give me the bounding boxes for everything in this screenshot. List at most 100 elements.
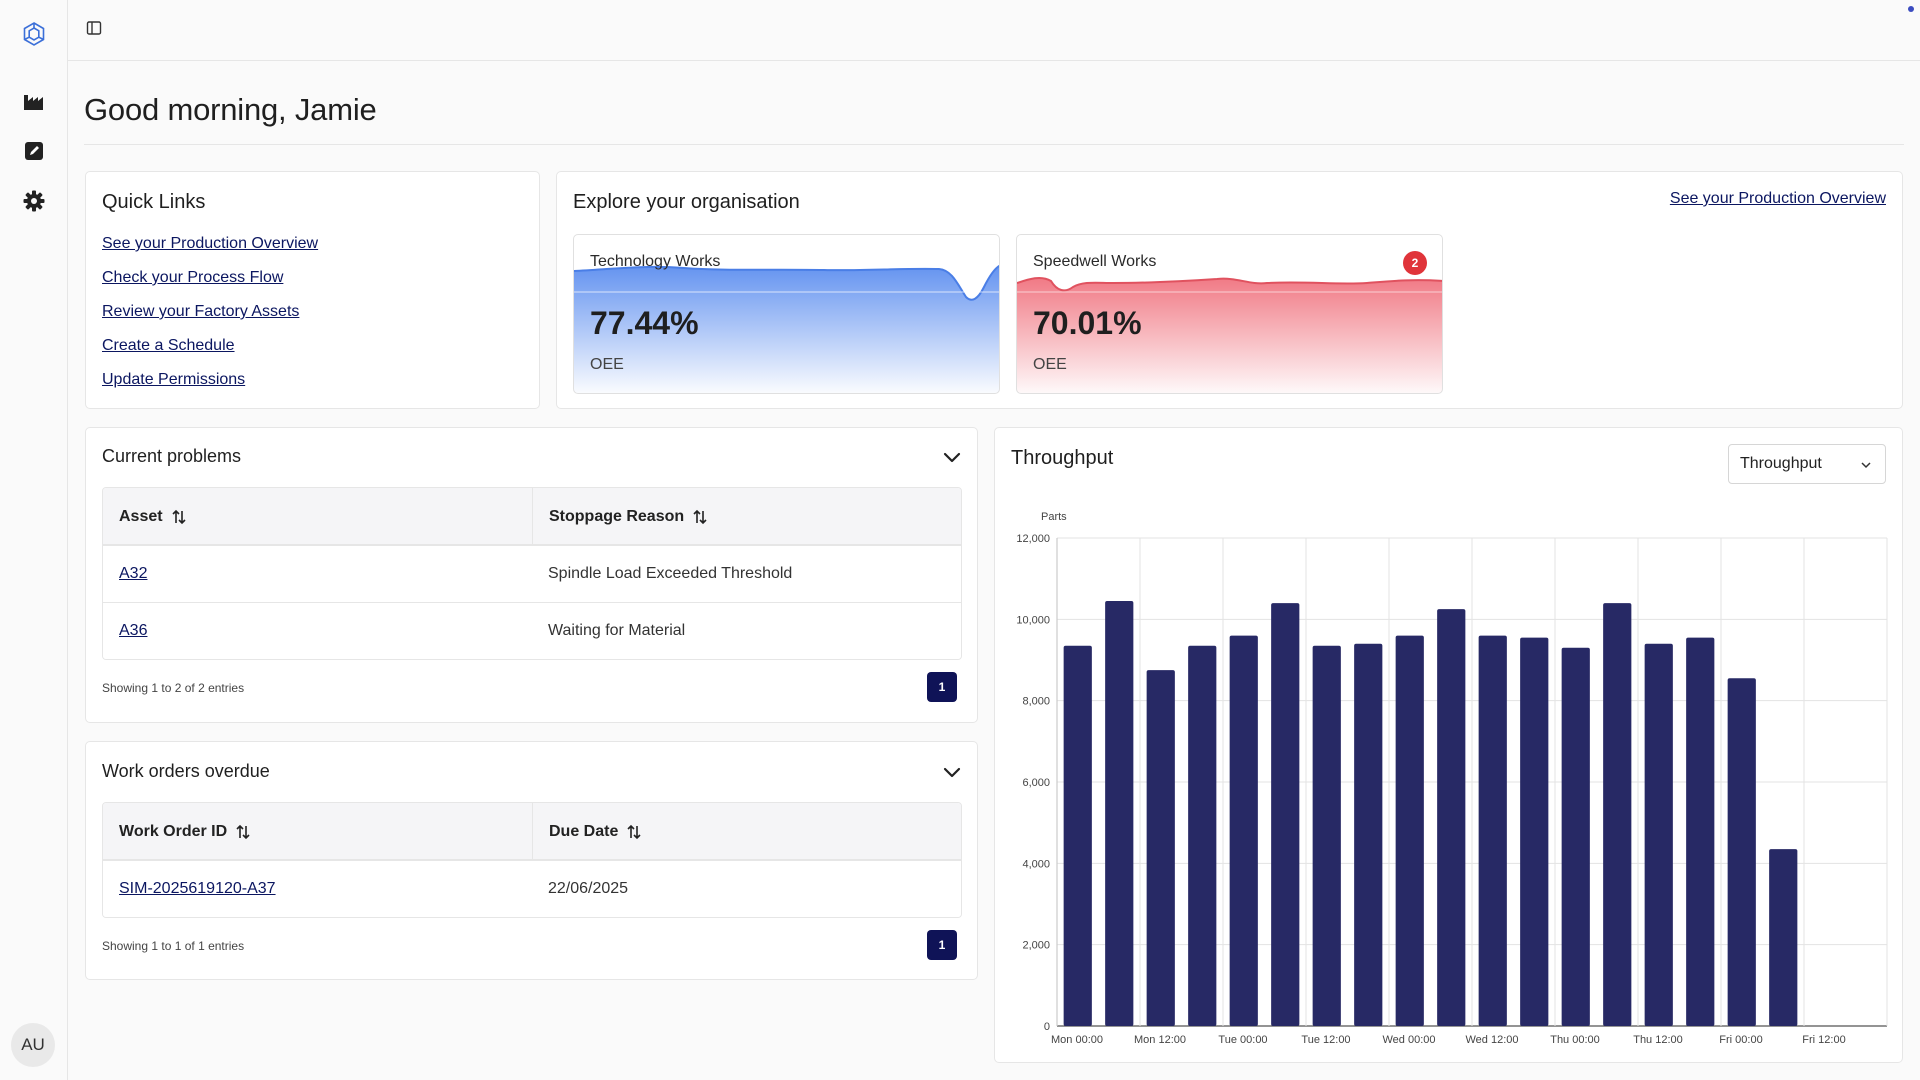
throughput-bar[interactable] <box>1312 645 1341 1026</box>
table-header: Asset Stoppage Reason <box>103 488 961 545</box>
throughput-bar[interactable] <box>1520 637 1549 1026</box>
site-name: Speedwell Works <box>1033 253 1157 270</box>
asset-cell: A36 <box>103 603 532 659</box>
asset-link[interactable]: A36 <box>119 622 148 639</box>
throughput-bar[interactable] <box>1188 645 1217 1026</box>
metric-select[interactable]: Throughput <box>1728 444 1886 484</box>
throughput-bar[interactable] <box>1561 647 1590 1026</box>
collapse-chevron-icon[interactable] <box>941 761 963 783</box>
table-header: Work Order ID Due Date <box>103 803 961 860</box>
work-order-link[interactable]: SIM-2025619120-A37 <box>119 880 276 897</box>
link-create-schedule[interactable]: Create a Schedule <box>102 337 235 354</box>
throughput-bar[interactable] <box>1271 603 1300 1026</box>
problems-table: Asset Stoppage Reason A32 Spindle Load E… <box>102 487 962 660</box>
table-row: A32 Spindle Load Exceeded Threshold <box>103 545 961 602</box>
link-factory-assets[interactable]: Review your Factory Assets <box>102 303 300 320</box>
column-header-asset[interactable]: Asset <box>103 488 532 545</box>
oee-label: OEE <box>590 356 624 373</box>
due-date-cell: 22/06/2025 <box>548 880 629 897</box>
x-tick-label: Tue 12:00 <box>1301 1034 1350 1046</box>
y-tick-label: 12,000 <box>1016 533 1050 545</box>
asset-link[interactable]: A32 <box>119 565 148 582</box>
column-header-stoppage-reason[interactable]: Stoppage Reason <box>532 488 961 545</box>
throughput-bar[interactable] <box>1603 603 1632 1026</box>
site-card-speedwell-works[interactable]: Speedwell Works 2 70.01% OEE <box>1016 234 1443 394</box>
link-process-flow[interactable]: Check your Process Flow <box>102 269 284 286</box>
work-order-id-cell: SIM-2025619120-A37 <box>103 861 532 917</box>
chevron-down-icon <box>1859 458 1873 477</box>
sort-icon[interactable] <box>172 509 186 525</box>
sidebar-toggle-icon[interactable] <box>86 20 106 40</box>
x-tick-label: Fri 00:00 <box>1719 1034 1762 1046</box>
throughput-bar[interactable] <box>1478 635 1507 1026</box>
work-orders-card: Work orders overdue Work Order ID Due Da… <box>85 741 978 980</box>
settings-gear-icon[interactable] <box>20 187 48 215</box>
throughput-bar[interactable] <box>1769 849 1798 1026</box>
sidebar: AU <box>0 0 68 1080</box>
y-tick-label: 10,000 <box>1016 614 1050 626</box>
y-tick-label: 4,000 <box>1022 858 1050 870</box>
alert-count-badge: 2 <box>1403 251 1427 275</box>
throughput-title: Throughput <box>1011 447 1114 469</box>
column-header-work-order-id[interactable]: Work Order ID <box>103 803 532 860</box>
stoppage-reason-cell: Waiting for Material <box>548 622 686 639</box>
y-axis-label: Parts <box>1041 511 1067 523</box>
collapse-chevron-icon[interactable] <box>941 446 963 468</box>
throughput-bar[interactable] <box>1395 635 1424 1026</box>
throughput-bar[interactable] <box>1727 678 1756 1026</box>
x-tick-label: Tue 00:00 <box>1218 1034 1267 1046</box>
column-label: Due Date <box>549 822 619 840</box>
stoppage-reason-cell: Spindle Load Exceeded Threshold <box>548 565 793 582</box>
y-tick-label: 6,000 <box>1022 777 1050 789</box>
explore-title: Explore your organisation <box>573 191 800 213</box>
work-orders-title: Work orders overdue <box>102 761 270 781</box>
sparkline-chart <box>1017 276 1442 393</box>
edit-icon[interactable] <box>20 137 48 165</box>
throughput-bar[interactable] <box>1063 645 1092 1026</box>
site-name: Technology Works <box>590 253 721 270</box>
x-tick-label: Wed 12:00 <box>1465 1034 1518 1046</box>
column-label: Stoppage Reason <box>549 507 685 525</box>
sparkline-chart <box>574 264 999 393</box>
pagination-page-button[interactable]: 1 <box>927 930 957 960</box>
site-card-technology-works[interactable]: Technology Works 77.44% OEE <box>573 234 1000 394</box>
entries-count: Showing 1 to 2 of 2 entries <box>102 681 245 695</box>
sort-icon[interactable] <box>693 509 707 525</box>
brand-logo-icon[interactable] <box>20 20 48 48</box>
quick-links-card: Quick Links See your Production Overview… <box>85 171 540 409</box>
throughput-bar[interactable] <box>1105 601 1134 1026</box>
throughput-card: 0 2,000 4,000 6,000 8,000 10,000 12,000 Parts Mo… <box>994 427 1903 1063</box>
page-title: Good morning, Jamie <box>84 92 377 127</box>
factory-icon[interactable] <box>20 87 48 115</box>
user-avatar[interactable]: AU <box>11 1023 55 1067</box>
x-tick-label: Mon 12:00 <box>1134 1034 1186 1046</box>
x-tick-label: Mon 00:00 <box>1051 1034 1103 1046</box>
throughput-bar[interactable] <box>1229 635 1258 1026</box>
throughput-bar[interactable] <box>1644 643 1673 1026</box>
x-tick-label: Thu 12:00 <box>1633 1034 1683 1046</box>
oee-label: OEE <box>1033 356 1067 373</box>
y-tick-label: 8,000 <box>1022 696 1050 708</box>
pagination-page-button[interactable]: 1 <box>927 672 957 702</box>
link-update-permissions[interactable]: Update Permissions <box>102 371 246 388</box>
asset-cell: A32 <box>103 546 532 602</box>
throughput-bar[interactable] <box>1354 643 1383 1026</box>
top-bar <box>68 0 1920 61</box>
sort-icon[interactable] <box>236 824 250 840</box>
link-production-overview[interactable]: See your Production Overview <box>102 235 319 252</box>
x-tick-label: Wed 00:00 <box>1382 1034 1435 1046</box>
column-header-due-date[interactable]: Due Date <box>532 803 961 860</box>
production-overview-link[interactable]: See your Production Overview <box>1669 190 1886 207</box>
sort-icon[interactable] <box>627 824 641 840</box>
current-problems-card: Current problems Asset Stoppage Reason A… <box>85 427 978 723</box>
throughput-bar[interactable] <box>1146 670 1175 1026</box>
throughput-bar[interactable] <box>1686 637 1715 1026</box>
x-tick-label: Fri 12:00 <box>1802 1034 1845 1046</box>
work-orders-table: Work Order ID Due Date SIM-2025619120-A3… <box>102 802 962 918</box>
x-tick-label: Thu 00:00 <box>1550 1034 1600 1046</box>
throughput-bar-chart: 0 2,000 4,000 6,000 8,000 10,000 12,000 Parts Mo… <box>1016 511 1888 1046</box>
oee-value: 70.01% <box>1033 305 1142 341</box>
table-row: A36 Waiting for Material <box>103 602 961 659</box>
entries-count: Showing 1 to 1 of 1 entries <box>102 939 245 953</box>
throughput-bar[interactable] <box>1437 609 1466 1026</box>
